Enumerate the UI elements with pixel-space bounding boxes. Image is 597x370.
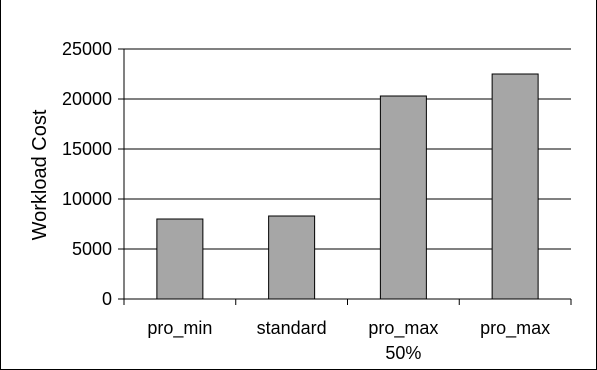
x-category-label: pro_max (480, 318, 550, 339)
y-tick-label: 20000 (62, 89, 112, 109)
x-category-label: pro_min (147, 318, 212, 339)
x-category-label: standard (257, 318, 327, 338)
y-tick-labels: 0 5000 10000 15000 20000 25000 (62, 39, 112, 309)
bars (156, 73, 539, 300)
bar (156, 218, 204, 300)
axes (118, 48, 572, 305)
bar (491, 73, 539, 300)
x-category-label: pro_max 50% (368, 318, 438, 363)
x-category-labels: pro_min standard pro_max 50% pro_max (147, 318, 550, 363)
y-tick-label: 15000 (62, 139, 112, 159)
y-axis-label: Workload Cost (29, 109, 51, 240)
y-tick-label: 5000 (72, 239, 112, 259)
bar (268, 215, 316, 300)
y-tick-label: 10000 (62, 189, 112, 209)
y-tick-label: 25000 (62, 39, 112, 59)
y-tick-label: 0 (102, 289, 112, 309)
bar (379, 95, 427, 300)
